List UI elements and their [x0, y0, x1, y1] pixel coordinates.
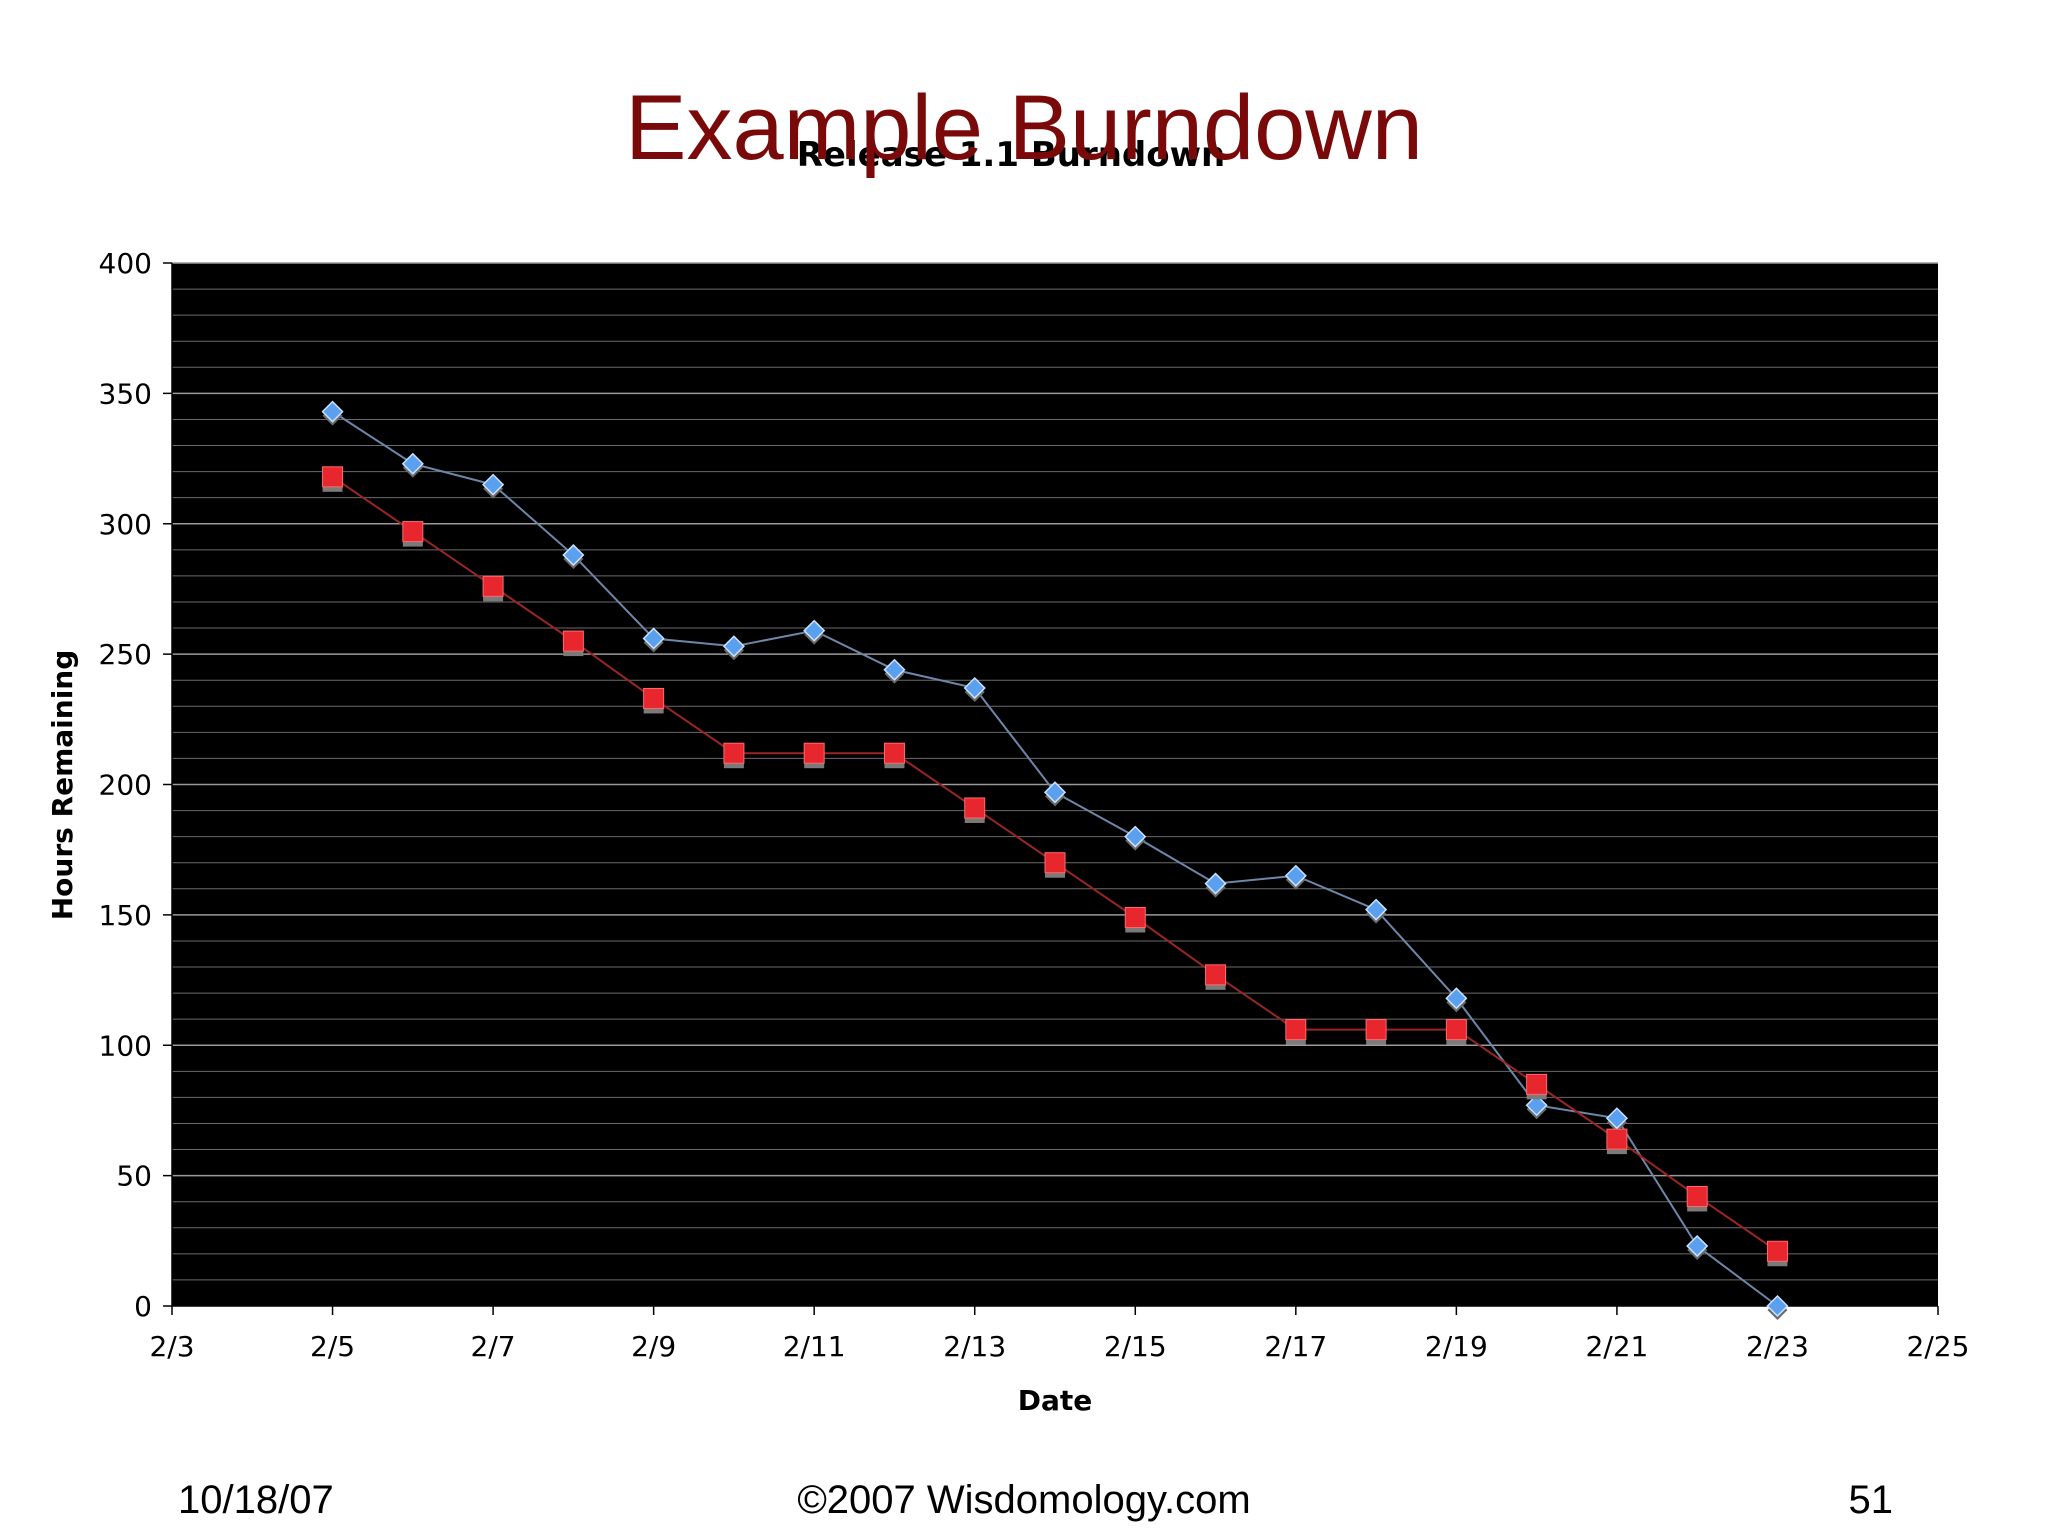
- data-point: [1205, 964, 1227, 986]
- data-point: [722, 635, 745, 658]
- y-tick-label: 150: [99, 899, 152, 932]
- y-tick-label: 100: [99, 1029, 152, 1062]
- data-point: [1525, 1094, 1548, 1117]
- x-tick-label: 2/11: [783, 1330, 846, 1363]
- data-point: [643, 687, 665, 709]
- series-1: [321, 400, 1789, 1320]
- data-point: [964, 797, 986, 819]
- y-tick-label: 350: [99, 377, 152, 410]
- x-tick-label: 2/9: [631, 1330, 676, 1363]
- data-series: [321, 400, 1789, 1320]
- y-tick-label: 0: [134, 1290, 152, 1323]
- y-tick-label: 400: [99, 247, 152, 280]
- data-point: [963, 676, 986, 700]
- data-point: [402, 521, 424, 543]
- data-point: [1526, 1073, 1548, 1095]
- x-tick-label: 2/15: [1104, 1330, 1167, 1363]
- data-point: [1365, 1019, 1387, 1041]
- data-point: [562, 630, 584, 652]
- data-point: [1204, 872, 1227, 895]
- data-point: [482, 575, 504, 597]
- data-point: [1766, 1294, 1789, 1318]
- tick-labels: 0 50 100 150 200 250 300 350 400 2/3 2/5 2/7 2/9 2/11…: [99, 247, 1970, 1363]
- data-point: [401, 452, 424, 475]
- y-tick-label: 300: [99, 508, 152, 541]
- data-point: [1124, 906, 1146, 928]
- data-point: [1124, 825, 1147, 848]
- data-point: [883, 742, 905, 764]
- x-tick-label: 2/3: [149, 1330, 194, 1363]
- x-tick-label: 2/21: [1585, 1330, 1648, 1363]
- series-2: [322, 466, 1788, 1267]
- data-point: [803, 619, 826, 642]
- data-point: [1445, 987, 1468, 1010]
- data-point: [1686, 1234, 1709, 1258]
- data-point: [1605, 1107, 1628, 1130]
- y-tick-label: 250: [99, 638, 152, 671]
- data-point: [723, 742, 745, 764]
- gridlines: [172, 262, 1938, 1281]
- chart-title: Release 1.1 Burndown: [797, 135, 1226, 175]
- x-tick-label: 2/13: [943, 1330, 1006, 1363]
- data-point: [1044, 852, 1066, 874]
- data-point: [1606, 1128, 1628, 1150]
- data-point: [803, 742, 825, 764]
- data-point: [1686, 1185, 1708, 1207]
- footer-copyright: ©2007 Wisdomology.com: [797, 1478, 1251, 1522]
- data-point: [322, 466, 344, 488]
- y-tick-label: 200: [99, 769, 152, 802]
- x-tick-label: 2/7: [471, 1330, 516, 1363]
- x-tick-label: 2/19: [1425, 1330, 1488, 1363]
- x-axis-label: Date: [1018, 1384, 1093, 1417]
- x-tick-label: 2/17: [1264, 1330, 1327, 1363]
- data-point: [883, 658, 906, 681]
- data-point: [642, 627, 665, 650]
- x-tick-label: 2/5: [310, 1330, 355, 1363]
- data-point: [482, 473, 505, 496]
- data-point: [321, 400, 344, 423]
- y-tick-label: 50: [116, 1160, 152, 1193]
- y-axis-label: Hours Remaining: [46, 650, 79, 921]
- data-point: [1766, 1240, 1788, 1262]
- data-point: [1284, 864, 1307, 887]
- data-point: [1043, 781, 1067, 804]
- x-tick-label: 2/23: [1746, 1330, 1809, 1363]
- x-tick-label: 2/25: [1907, 1330, 1970, 1363]
- data-point: [1285, 1019, 1307, 1041]
- footer-date: 10/18/07: [178, 1478, 334, 1522]
- page-number: 51: [1848, 1478, 1894, 1522]
- slide-title: Example Burndown: [625, 77, 1423, 179]
- data-point: [562, 543, 585, 567]
- data-point: [1445, 1019, 1467, 1041]
- data-point: [1365, 898, 1388, 921]
